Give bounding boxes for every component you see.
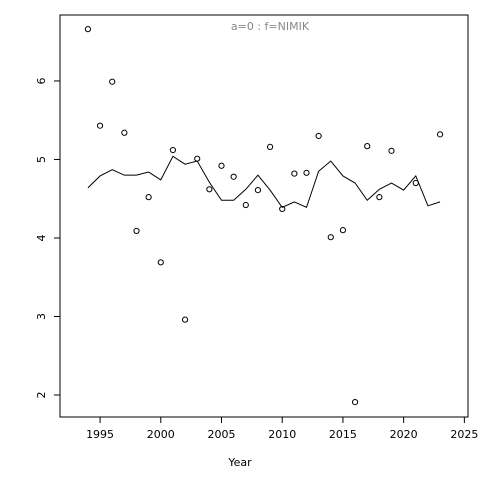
data-point (376, 194, 383, 201)
data-point (218, 162, 225, 169)
data-point (157, 259, 164, 266)
data-point (339, 227, 347, 234)
data-point (436, 131, 444, 138)
data-point (327, 234, 334, 241)
x-tick-label: 2020 (390, 428, 418, 441)
data-point (169, 146, 177, 154)
y-tick-label: 5 (35, 156, 48, 163)
x-tick-label: 2010 (268, 428, 296, 441)
data-point (254, 186, 262, 194)
data-point (145, 194, 152, 201)
x-tick-label: 1995 (86, 428, 114, 441)
data-point (121, 129, 128, 136)
y-tick-label: 6 (35, 77, 48, 84)
data-point (109, 78, 116, 85)
x-tick-label: 2000 (147, 428, 175, 441)
data-point (133, 227, 140, 235)
plot-box (59, 14, 469, 418)
data-point (181, 316, 189, 323)
x-tick-label: 2025 (450, 428, 478, 441)
data-point (266, 143, 274, 151)
y-tick-label: 4 (35, 234, 48, 241)
data-point (388, 147, 395, 154)
data-point (351, 398, 359, 406)
y-tick-label: 2 (35, 392, 48, 399)
data-point (315, 132, 322, 140)
data-point (279, 205, 286, 213)
data-line (87, 155, 441, 209)
data-point (84, 26, 92, 33)
chart-title: a=0 : f=NIMIK (231, 20, 310, 33)
data-point (303, 169, 310, 176)
x-tick-label: 2005 (208, 428, 236, 441)
data-point (364, 143, 371, 150)
data-point (230, 173, 237, 180)
data-point (96, 122, 104, 129)
y-tick-label: 3 (35, 313, 48, 320)
x-axis-label: Year (227, 456, 252, 469)
data-point (291, 170, 298, 177)
x-tick-label: 2015 (329, 428, 357, 441)
data-point (206, 186, 213, 193)
data-point (242, 201, 249, 209)
